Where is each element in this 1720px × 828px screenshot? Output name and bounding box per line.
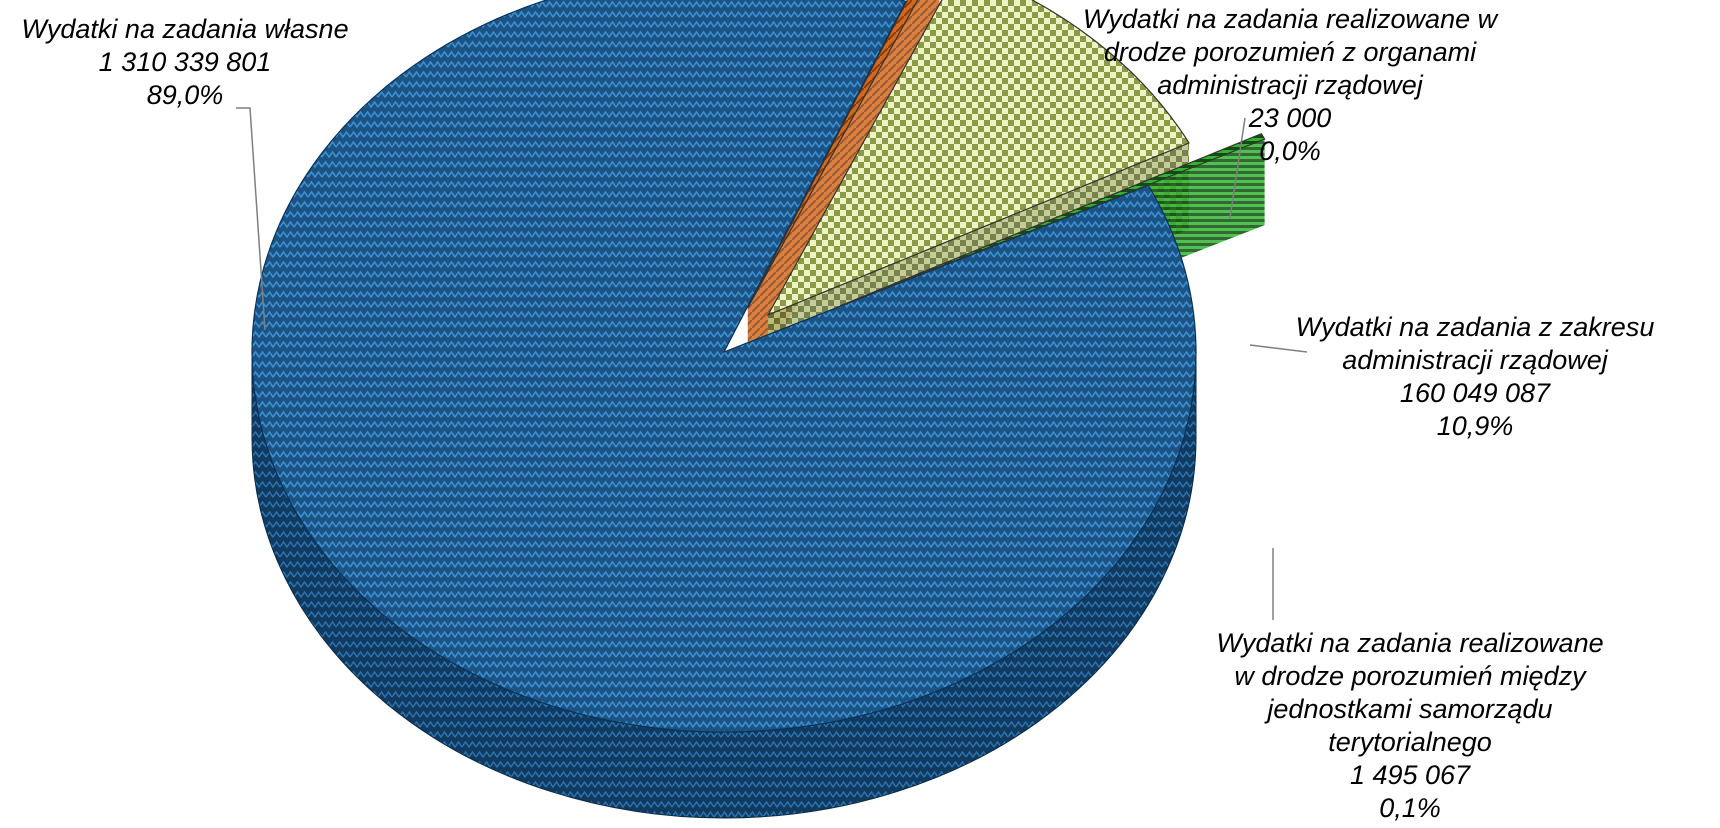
label-percent: 89,0% — [147, 80, 224, 110]
label-value: 1 495 067 — [1350, 760, 1471, 790]
leader-line-gov_agreements — [1229, 117, 1246, 219]
data-label-gov_agreements: Wydatki na zadania realizowane w drodze p… — [1083, 4, 1499, 166]
label-value: 160 049 087 — [1400, 378, 1551, 408]
label-text: drodze porozumień z organami — [1104, 37, 1477, 67]
label-text: administracji rządowej — [1157, 70, 1424, 100]
slice-gov_admin — [766, 0, 1190, 317]
leader-line-own — [236, 107, 266, 331]
label-percent: 10,9% — [1437, 411, 1514, 441]
label-text: Wydatki na zadania własne — [21, 14, 348, 44]
leader-line-gov_admin — [1249, 344, 1308, 353]
label-value: 1 310 339 801 — [99, 47, 272, 77]
label-text: terytorialnego — [1328, 727, 1492, 757]
data-labels: Wydatki na zadania własne 1 310 339 801 89… — [21, 4, 1654, 823]
slice-own — [251, 0, 1197, 733]
label-text: w drodze porozumień między — [1234, 661, 1587, 691]
label-text: Wydatki na zadania realizowane w — [1083, 4, 1499, 34]
data-label-gov_admin: Wydatki na zadania z zakresu administracj… — [1296, 312, 1655, 441]
label-text: Wydatki na zadania z zakresu — [1296, 312, 1655, 342]
slice-tops — [251, 0, 1266, 733]
slice-jst_agreements — [840, 133, 1266, 307]
data-label-own: Wydatki na zadania własne 1 310 339 801 89… — [21, 14, 348, 110]
label-text: Wydatki na zadania realizowane — [1216, 628, 1603, 658]
label-text: jednostkami samorządu — [1263, 694, 1552, 724]
label-percent: 0,1% — [1379, 793, 1441, 823]
leader-lines — [236, 107, 1308, 620]
slice-gov_agreements — [747, 0, 919, 309]
label-value: 23 000 — [1248, 103, 1332, 133]
label-text: administracji rządowej — [1342, 345, 1609, 375]
data-label-jst_agreements: Wydatki na zadania realizowane w drodze p… — [1216, 628, 1603, 823]
label-percent: 0,0% — [1259, 136, 1321, 166]
